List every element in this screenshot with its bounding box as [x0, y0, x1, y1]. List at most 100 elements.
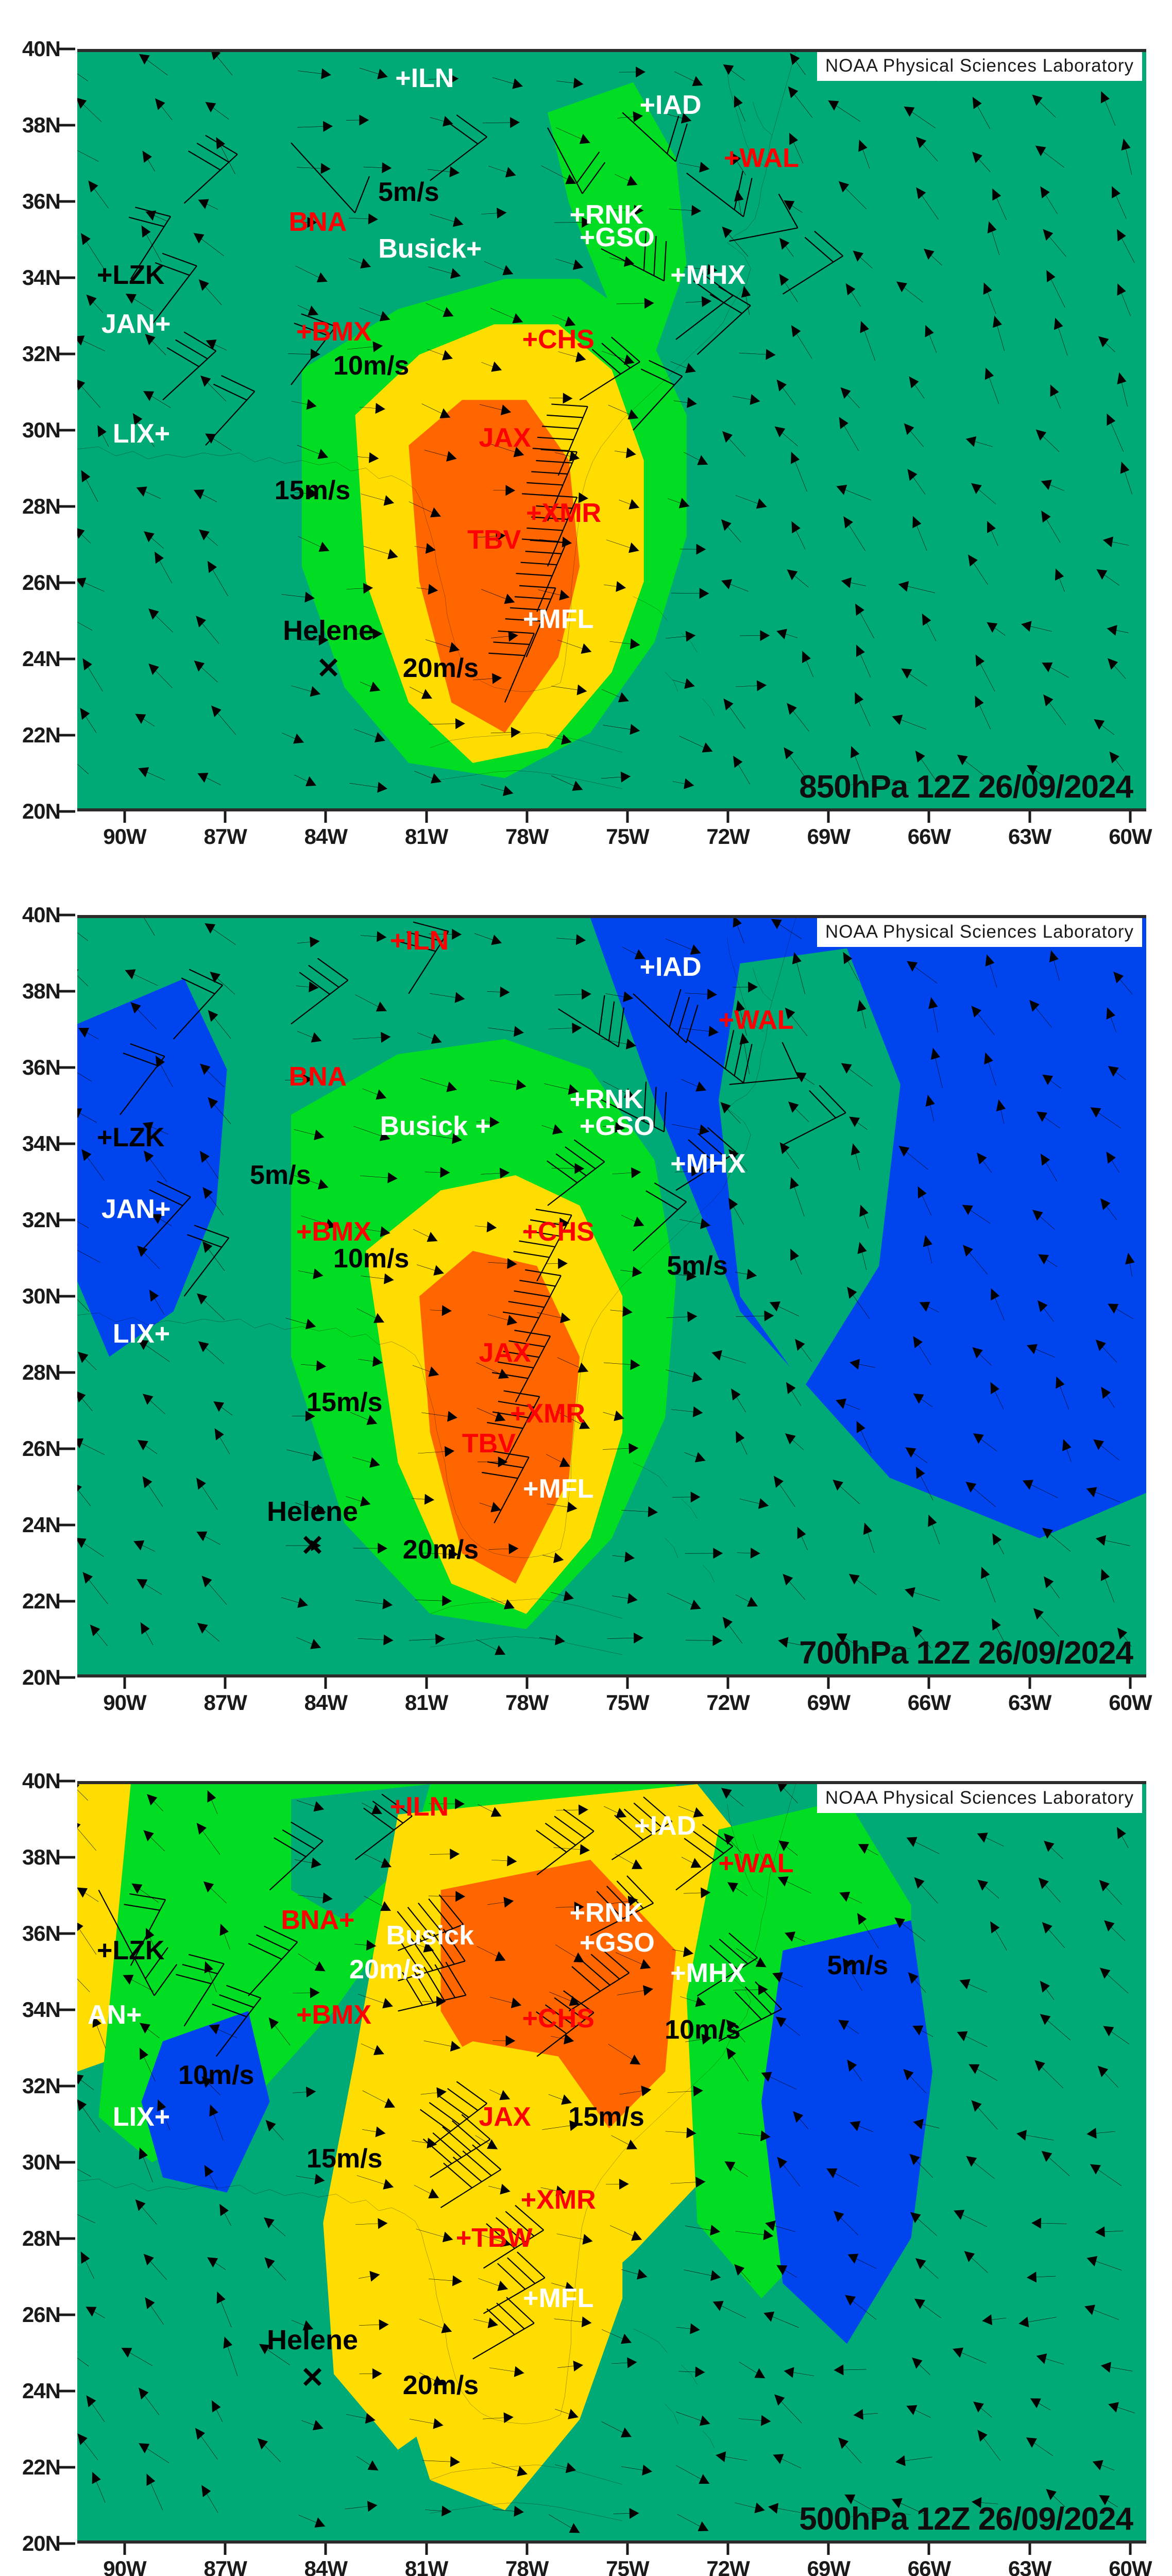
wind-arrowhead — [379, 2319, 389, 2330]
wind-arrow — [77, 1283, 89, 1312]
y-axis-tick-label: 34N — [22, 1131, 61, 1156]
x-axis-tick — [324, 811, 327, 823]
speed-contour-label: 20m/s — [402, 1534, 479, 1565]
wind-arrowhead — [316, 272, 328, 283]
wind-barb-feather — [525, 1270, 561, 1276]
wind-arrowhead — [918, 1186, 927, 1199]
wind-arrowhead — [314, 1961, 326, 1972]
wind-arrowhead — [792, 952, 802, 964]
wind-arrow — [77, 1063, 92, 1081]
station-label: +MHX — [670, 260, 746, 291]
wind-arrowhead — [954, 2210, 965, 2220]
wind-arrowhead — [125, 294, 137, 304]
y-axis-tick-label: 38N — [22, 1845, 61, 1869]
wind-arrowhead — [575, 351, 586, 363]
station-label: LIX+ — [112, 2102, 171, 2132]
map-plot-area[interactable]: +ILN +IAD +WAL BNA +RNK +GSO Busick + +MHX +LZK 5… — [77, 915, 1146, 1677]
wind-arrowhead — [962, 1205, 973, 1215]
wind-arrowhead — [572, 1022, 582, 1034]
storm-name-label: Helene — [266, 1496, 359, 1528]
wind-arrowhead — [137, 1440, 148, 1451]
wind-barb-feather — [488, 653, 524, 656]
wind-arrowhead — [77, 969, 79, 972]
wind-arrowhead — [969, 2064, 980, 2074]
x-axis-tick-label: 90W — [103, 2556, 146, 2576]
wind-arrowhead — [148, 664, 159, 675]
wind-arrowhead — [580, 1844, 590, 1855]
x-axis-tick-label: 81W — [404, 2556, 448, 2576]
wind-arrowhead — [834, 2211, 844, 2223]
wind-barb-feather — [155, 263, 190, 275]
map-plot-area[interactable]: +ILN +IAD +WAL 5m/s BNA +RNK +GSO Busick+ +MHX +L… — [77, 49, 1146, 811]
wind-barb-feather — [433, 2133, 461, 2158]
y-axis-tick — [58, 2237, 75, 2240]
map-fill-layer: +ILN +IAD +WAL BNA+ +RNK +GSO Busick 20m/s +MHX 5… — [77, 1781, 1146, 2544]
x-axis-tick — [626, 2544, 629, 2555]
wind-arrowhead — [785, 1931, 795, 1942]
wind-barb-feather — [444, 2163, 472, 2188]
y-axis-tick — [58, 505, 75, 508]
wind-barb-feather — [213, 384, 247, 400]
station-label: +ILN — [389, 926, 449, 956]
wind-arrowhead — [755, 1957, 767, 1968]
wind-barb-feather — [646, 1191, 678, 1210]
wind-arrowhead — [906, 2405, 918, 2415]
speed-band — [291, 1784, 430, 1921]
wind-arrowhead — [702, 742, 713, 753]
wind-barb-feather — [402, 1972, 422, 2005]
wind-arrowhead — [990, 1921, 1000, 1934]
wind-arrowhead — [145, 1927, 155, 1940]
wind-arrowhead — [699, 1124, 710, 1136]
wind-arrowhead — [746, 1268, 757, 1280]
wind-arrowhead — [841, 1063, 852, 1074]
wind-arrowhead — [692, 1406, 703, 1417]
wind-arrowhead — [382, 162, 392, 174]
x-axis-tick — [425, 2544, 428, 2555]
wind-arrowhead — [788, 1101, 799, 1113]
wind-arrowhead — [373, 1313, 384, 1323]
map-plot-area[interactable]: +ILN +IAD +WAL BNA+ +RNK +GSO Busick 20m/s +MHX 5… — [77, 1781, 1146, 2544]
x-axis-tick — [726, 2544, 729, 2555]
wind-arrowhead — [736, 1431, 745, 1444]
x-axis-tick-label: 87W — [203, 2556, 247, 2576]
wind-arrowhead — [1094, 719, 1105, 730]
wind-barb-feather — [487, 2309, 515, 2334]
y-axis-tick — [58, 1780, 75, 1783]
y-axis-tick-label: 34N — [22, 265, 61, 290]
station-label: Busick + — [380, 1111, 491, 1141]
wind-arrowhead — [139, 54, 150, 65]
wind-arrowhead — [207, 2257, 218, 2268]
wind-arrowhead — [561, 2094, 572, 2105]
wind-barb-feather — [556, 1154, 586, 1176]
wind-arrowhead — [713, 1548, 723, 1559]
station-label: +BMX — [296, 1999, 371, 2030]
x-axis-tick-label: 84W — [304, 824, 348, 849]
wind-arrowhead — [443, 307, 454, 317]
coastline — [703, 2431, 715, 2448]
wind-arrowhead — [760, 630, 770, 641]
wind-barb-feather — [149, 1190, 183, 1206]
wind-barb-feather — [536, 1209, 572, 1215]
wind-arrowhead — [784, 200, 795, 211]
wind-arrowhead — [756, 498, 767, 509]
wind-arrowhead — [447, 1411, 457, 1422]
wind-arrowhead — [297, 1597, 308, 1608]
station-label: +GSO — [579, 1111, 655, 1141]
wind-arrowhead — [641, 2086, 652, 2097]
wind-arrowhead — [996, 1099, 1006, 1112]
wind-arrowhead — [1018, 2316, 1029, 2328]
wind-barb-feather — [521, 563, 557, 565]
wind-arrowhead — [582, 2234, 593, 2245]
station-label: +MHX — [670, 1149, 746, 1179]
x-axis-tick-label: 63W — [1008, 1690, 1051, 1715]
wind-arrowhead — [205, 923, 216, 934]
wind-arrowhead — [716, 2451, 726, 2463]
y-axis-tick-label: 34N — [22, 1997, 61, 2022]
wind-arrowhead — [1043, 694, 1054, 706]
wind-barb-feather — [735, 1992, 761, 2019]
wind-arrowhead — [626, 2139, 637, 2149]
wind-barb-feather — [506, 2297, 534, 2323]
wind-arrowhead — [1044, 1576, 1054, 1588]
wind-arrowhead — [833, 1479, 843, 1491]
wind-arrowhead — [851, 1143, 860, 1156]
